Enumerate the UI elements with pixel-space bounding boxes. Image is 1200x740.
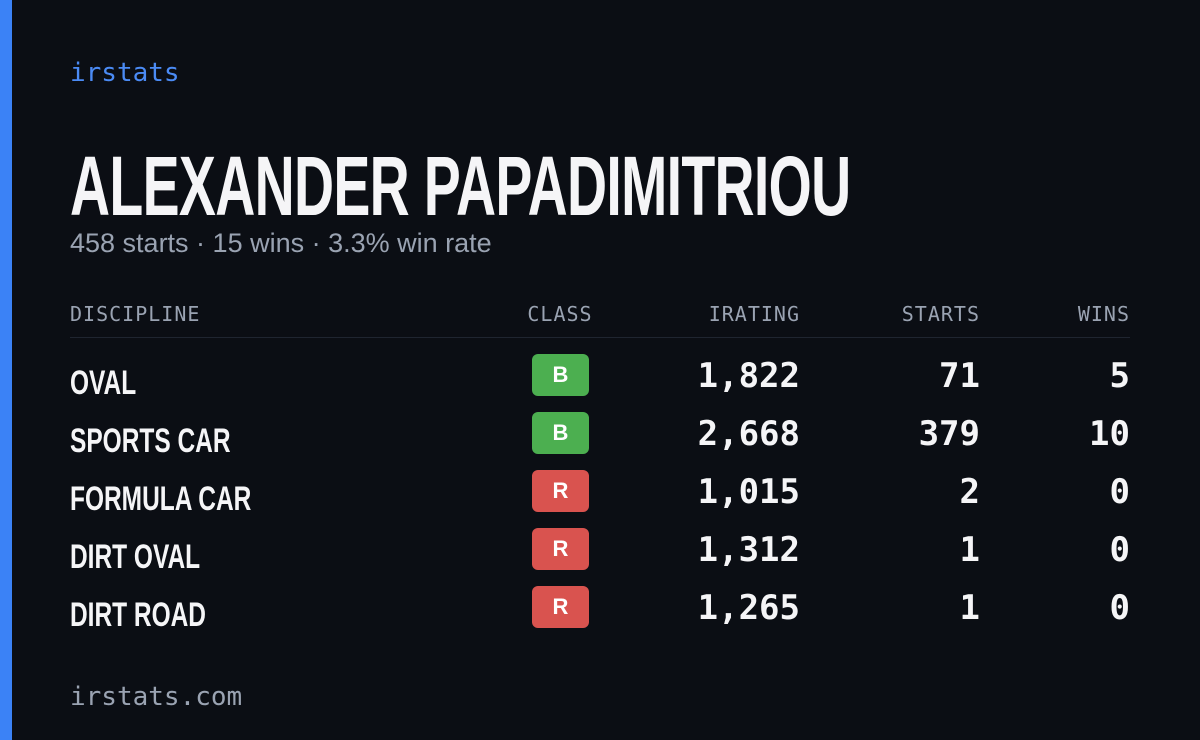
wins: 10 [1089,414,1130,454]
wins: 5 [1109,356,1130,396]
discipline: SPORTS CAR [70,422,231,460]
starts: 1 [959,530,980,570]
discipline: OVAL [70,364,137,402]
class-badge: R [532,528,589,570]
column-header: DISCIPLINE [70,302,201,326]
footer: irstats.com [70,682,243,712]
irating: 2,668 [697,414,800,454]
column-header: STARTS [901,302,980,326]
class-badge: B [532,412,589,454]
class-badge: R [532,470,589,512]
discipline: DIRT ROAD [70,596,207,634]
class-badge: B [532,354,589,396]
header-rule [70,337,1130,338]
brand: irstats [70,58,180,88]
class-badge: R [532,586,589,628]
accent-bar [0,0,12,740]
irating: 1,312 [697,530,800,570]
column-header: WINS [1077,302,1130,326]
column-header: IRATING [708,302,800,326]
starts: 1 [959,588,980,628]
discipline: DIRT OVAL [70,538,201,576]
wins: 0 [1109,530,1130,570]
summary: 458 starts · 15 wins · 3.3% win rate [70,228,492,258]
irating: 1,822 [697,356,800,396]
starts: 71 [939,356,980,396]
irating: 1,015 [697,472,800,512]
wins: 0 [1109,588,1130,628]
irating: 1,265 [697,588,800,628]
discipline: FORMULA CAR [70,480,252,518]
driver-name: ALEXANDER PAPADIMITRIOU [70,139,851,233]
column-header: CLASS [527,302,593,326]
wins: 0 [1109,472,1130,512]
starts: 2 [959,472,980,512]
starts: 379 [918,414,980,454]
